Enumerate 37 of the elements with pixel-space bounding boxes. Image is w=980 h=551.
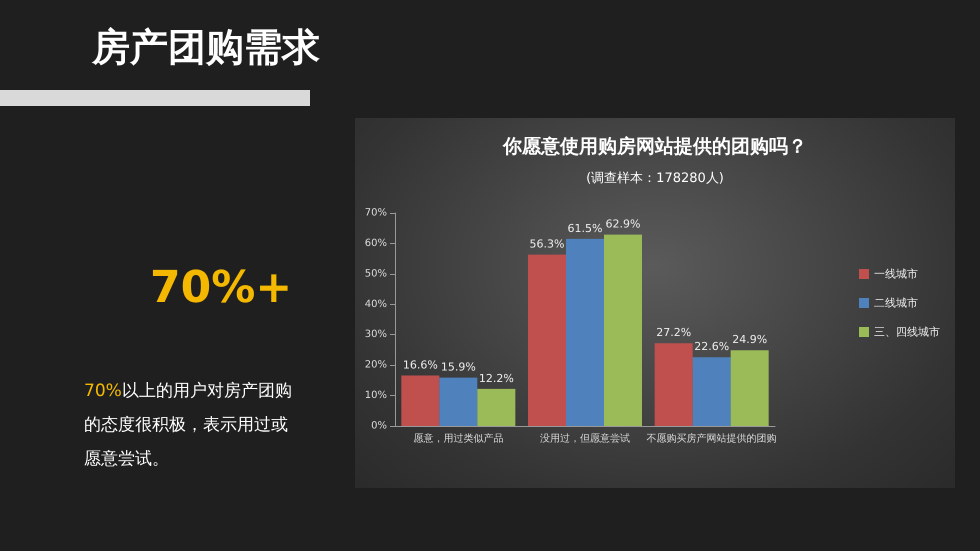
data-label: 61.5% [568,222,602,235]
chart-subtitle: (调查样本：178280人) [586,171,724,186]
data-label: 24.9% [732,333,768,346]
bar [566,238,604,426]
y-tick-label: 50% [364,268,387,280]
data-label: 56.3% [530,238,564,251]
bar [604,234,642,426]
y-tick-label: 10% [364,390,387,402]
y-tick-label: 30% [364,329,387,340]
data-label: 16.6% [402,358,438,372]
bar [528,254,566,426]
y-tick-label: 40% [364,298,387,310]
legend-label: 二线城市 [874,296,918,310]
y-tick-label: 60% [364,238,387,249]
x-tick-label: 没用过，但愿意尝试 [540,432,630,444]
bar [439,378,478,426]
y-tick-label: 0% [371,420,387,432]
chart-title: 你愿意使用购房网站提供的团购吗？ [502,136,807,158]
bar [730,350,769,426]
text: 房产团购需求 [92,24,320,71]
x-tick-label: 愿意，用过类似产品 [413,432,504,444]
data-label: 12.2% [478,372,514,385]
data-label: 15.9% [440,360,476,374]
bar [477,388,516,426]
bar [692,357,731,426]
data-label: 27.2% [656,326,692,340]
bar [654,343,693,426]
text: 70% [84,381,122,401]
x-tick-label: 不愿购买房产网站提供的团购 [646,432,777,444]
y-tick-label: 20% [364,360,387,371]
data-label: 22.6% [694,340,730,354]
legend-label: 三、四线城市 [874,326,940,338]
data-label: 62.9% [606,218,640,231]
text: 70%+ [150,262,292,313]
legend-label: 一线城市 [874,268,918,280]
y-tick-label: 70% [364,208,387,218]
bar [401,375,440,426]
